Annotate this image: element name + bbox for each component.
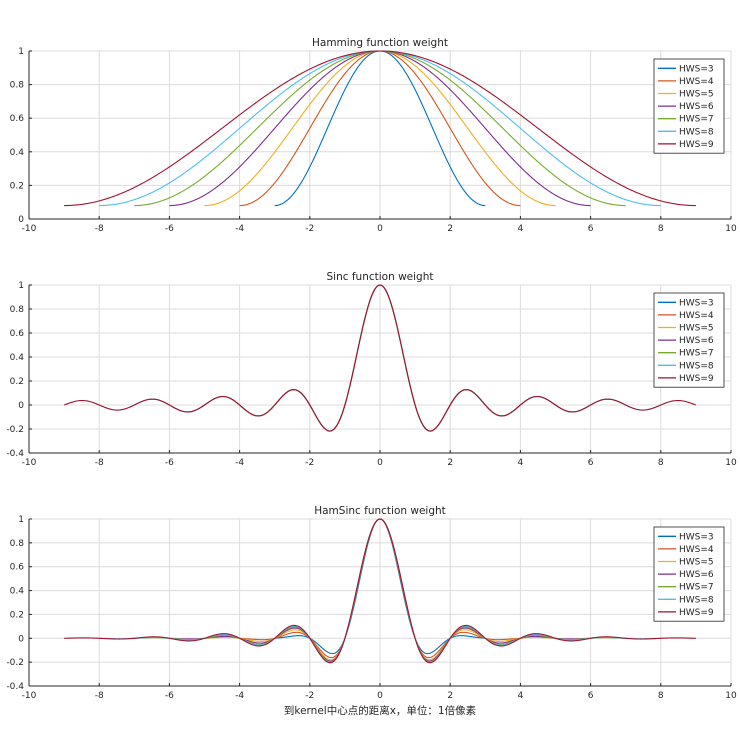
legend-label: HWS=4 <box>679 545 714 555</box>
y-tick-label: -0.2 <box>6 425 24 435</box>
x-tick-label: 0 <box>377 458 383 468</box>
x-tick-label: -10 <box>22 458 37 468</box>
y-tick-label: 0.8 <box>10 81 25 91</box>
legend-label: HWS=9 <box>679 374 714 384</box>
legend-label: HWS=3 <box>679 532 714 542</box>
legend-label: HWS=5 <box>679 90 714 100</box>
y-tick-label: 0.6 <box>10 114 25 124</box>
x-tick-label: -2 <box>305 224 314 234</box>
legend: HWS=3 HWS=4 HWS=5 HWS=6 HWS=7 HWS=8 HWS=9 <box>653 526 725 622</box>
subplot-2: -10 -8 -6 -4 -2 0 2 4 6 8 10 -0.4 -0.2 0 0.2 0.4 0.6 0.8 1… <box>6 271 737 468</box>
legend-label: HWS=6 <box>679 570 714 580</box>
y-tick-label: 0.6 <box>10 329 25 339</box>
legend-label: HWS=6 <box>679 102 714 112</box>
x-tick-label: 4 <box>518 691 524 701</box>
x-tick-label: -2 <box>305 691 314 701</box>
x-tick-label: 6 <box>588 458 594 468</box>
legend-label: HWS=7 <box>679 349 714 359</box>
legend-label: HWS=9 <box>679 140 714 150</box>
x-tick-label: 10 <box>725 224 737 234</box>
x-tick-label: 10 <box>725 458 737 468</box>
x-tick-label: 8 <box>658 691 664 701</box>
x-tick-label: -6 <box>165 691 174 701</box>
y-tick-label: -0.4 <box>6 682 24 692</box>
y-tick-label: 0.4 <box>10 587 25 597</box>
y-tick-label: 0 <box>18 215 24 225</box>
series-line-hws-9 <box>63 284 697 432</box>
x-tick-label: 2 <box>447 458 453 468</box>
y-tick-label: 0.4 <box>10 148 25 158</box>
x-tick-label: 0 <box>377 691 383 701</box>
y-tick-label: 1 <box>18 47 24 57</box>
legend: HWS=3 HWS=4 HWS=5 HWS=6 HWS=7 HWS=8 HWS=9 <box>653 58 725 154</box>
subplot-1: -10 -8 -6 -4 -2 0 2 4 6 8 10 0 0.2 0.4 0.6 0.8 1 Hamming … <box>10 37 737 234</box>
y-tick-label: -0.4 <box>6 449 24 459</box>
legend-label: HWS=4 <box>679 311 714 321</box>
subplot-3: -10 -8 -6 -4 -2 0 2 4 6 8 10 -0.4 -0.2 0 0.2 0.4 0.6 0.8 1… <box>6 505 737 717</box>
legend-label: HWS=8 <box>679 595 714 605</box>
x-tick-label: -8 <box>95 224 104 234</box>
x-tick-label: -8 <box>95 458 104 468</box>
x-axis-label: 到kernel中心点的距离x，单位：1倍像素 <box>284 704 476 717</box>
x-tick-label: 0 <box>377 224 383 234</box>
y-tick-label: 0.8 <box>10 305 25 315</box>
x-tick-label: -6 <box>165 458 174 468</box>
x-tick-label: -4 <box>235 458 244 468</box>
y-tick-label: 0.8 <box>10 539 25 549</box>
y-tick-label: 1 <box>18 281 24 291</box>
x-tick-label: -4 <box>235 691 244 701</box>
legend-label: HWS=3 <box>679 64 714 74</box>
x-tick-label: -6 <box>165 224 174 234</box>
y-tick-label: 0.2 <box>10 181 24 191</box>
y-tick-label: 0 <box>18 401 24 411</box>
legend-label: HWS=4 <box>679 77 714 87</box>
x-tick-label: 6 <box>588 691 594 701</box>
legend-label: HWS=7 <box>679 583 714 593</box>
x-tick-label: -8 <box>95 691 104 701</box>
x-tick-label: 2 <box>447 691 453 701</box>
series-line-hws-9 <box>64 518 696 664</box>
series-group <box>64 518 696 664</box>
y-tick-label: 0.2 <box>10 610 24 620</box>
y-tick-label: 0.6 <box>10 563 25 573</box>
legend-label: HWS=9 <box>679 608 714 618</box>
chart-title: HamSinc function weight <box>314 505 446 517</box>
x-tick-label: -10 <box>22 224 37 234</box>
x-tick-label: -10 <box>22 691 37 701</box>
x-tick-label: 8 <box>658 458 664 468</box>
series-group <box>63 284 697 432</box>
x-tick-label: 10 <box>725 691 737 701</box>
x-tick-label: 2 <box>447 224 453 234</box>
y-tick-label: 1 <box>18 515 24 525</box>
x-tick-label: 4 <box>518 458 524 468</box>
legend-label: HWS=5 <box>679 558 714 568</box>
x-tick-label: -2 <box>305 458 314 468</box>
legend-label: HWS=8 <box>679 361 714 371</box>
legend-label: HWS=7 <box>679 115 714 125</box>
y-tick-label: 0 <box>18 634 24 644</box>
y-tick-label: -0.2 <box>6 658 24 668</box>
legend-label: HWS=6 <box>679 336 714 346</box>
chart-title: Sinc function weight <box>327 271 434 283</box>
legend-label: HWS=8 <box>679 127 714 137</box>
chart-title: Hamming function weight <box>312 37 448 49</box>
x-tick-label: 4 <box>518 224 524 234</box>
legend-label: HWS=3 <box>679 298 714 308</box>
y-tick-label: 0.4 <box>10 353 25 363</box>
y-tick-label: 0.2 <box>10 377 24 387</box>
series-line-hws-9 <box>64 50 696 207</box>
x-tick-label: 8 <box>658 224 664 234</box>
x-tick-label: 6 <box>588 224 594 234</box>
x-tick-label: -4 <box>235 224 244 234</box>
series-group <box>64 50 696 207</box>
legend-label: HWS=5 <box>679 324 714 334</box>
legend: HWS=3 HWS=4 HWS=5 HWS=6 HWS=7 HWS=8 HWS=9 <box>653 292 725 388</box>
